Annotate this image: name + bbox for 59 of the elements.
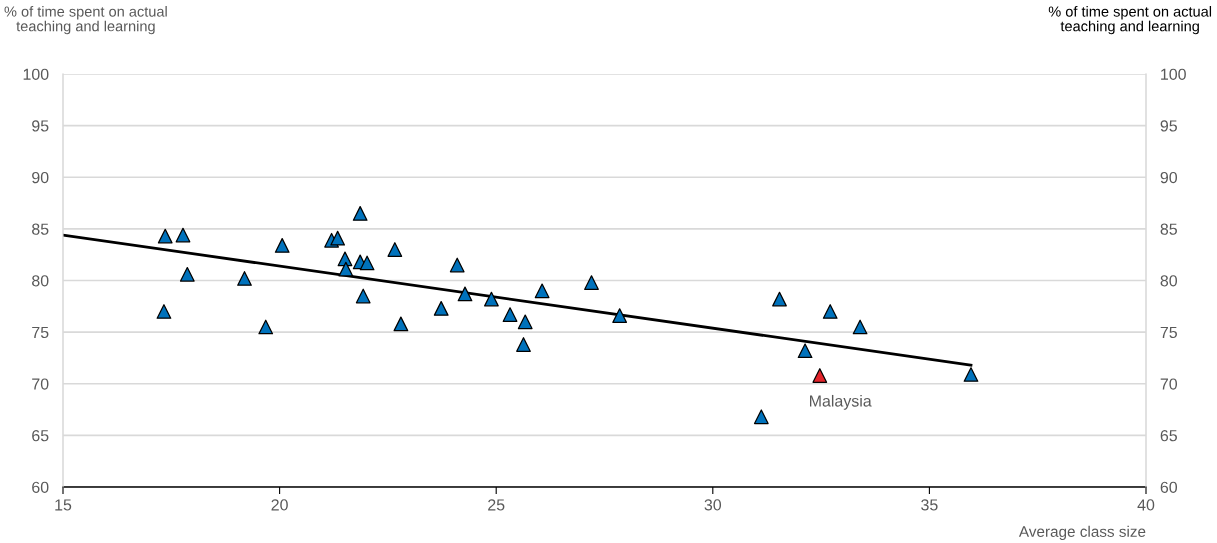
point bbox=[772, 291, 787, 307]
y2-axis-title: % of time spent on actual teaching and learning bbox=[1048, 6, 1212, 35]
point bbox=[534, 283, 550, 299]
y2-tick-label: 100 bbox=[1161, 68, 1186, 80]
point bbox=[852, 319, 868, 335]
y-tick-label: 85 bbox=[32, 223, 49, 235]
y-tick-label: 100 bbox=[23, 68, 49, 80]
point bbox=[753, 409, 769, 425]
point bbox=[433, 300, 449, 316]
point bbox=[258, 319, 274, 335]
point bbox=[330, 230, 346, 246]
y2-tick-label: 80 bbox=[1160, 275, 1178, 287]
point bbox=[352, 205, 368, 221]
point bbox=[237, 271, 252, 286]
point bbox=[797, 343, 813, 359]
annotation: Malaysia bbox=[810, 394, 872, 410]
y-tick-label: 60 bbox=[32, 481, 49, 493]
x-tick-label: 20 bbox=[271, 499, 288, 511]
point bbox=[457, 286, 473, 302]
point bbox=[502, 307, 518, 322]
y2-tick-label: 90 bbox=[1160, 171, 1178, 184]
point bbox=[612, 308, 628, 323]
point bbox=[175, 227, 191, 243]
y2-tick-label: 70 bbox=[1160, 378, 1178, 390]
point bbox=[338, 261, 354, 277]
y2-tick-label: 65 bbox=[1160, 430, 1177, 442]
point bbox=[355, 288, 371, 304]
point bbox=[179, 266, 195, 282]
point bbox=[517, 314, 533, 330]
point bbox=[359, 255, 375, 271]
y-tick-label: 65 bbox=[32, 430, 49, 442]
y2-tick-label: 85 bbox=[1160, 223, 1177, 235]
x-tick-label: 15 bbox=[55, 499, 72, 511]
point bbox=[516, 337, 531, 352]
point bbox=[963, 367, 979, 382]
point bbox=[393, 316, 409, 332]
point bbox=[812, 368, 828, 383]
point bbox=[449, 257, 465, 273]
point bbox=[274, 238, 290, 253]
x-tick-label: 35 bbox=[921, 499, 938, 511]
x-tick-label: 25 bbox=[488, 499, 505, 511]
x-tick-label: 30 bbox=[704, 499, 722, 511]
point bbox=[822, 304, 838, 319]
x-axis-title: Average class size bbox=[1018, 525, 1146, 540]
y2-tick-label: 60 bbox=[1160, 481, 1178, 493]
y-tick-label: 95 bbox=[32, 120, 49, 132]
y-axis-title: % of time spent on actual teaching and learning bbox=[4, 6, 167, 35]
point bbox=[387, 242, 403, 257]
y2-tick-label: 95 bbox=[1160, 120, 1177, 132]
point bbox=[584, 275, 599, 290]
y-tick-label: 80 bbox=[32, 275, 49, 287]
y-tick-label: 90 bbox=[32, 171, 49, 184]
point bbox=[484, 291, 499, 307]
point bbox=[157, 228, 173, 244]
y-tick-label: 70 bbox=[32, 378, 49, 390]
x-tick-label: 40 bbox=[1137, 499, 1155, 511]
y-tick-label: 75 bbox=[32, 326, 49, 339]
point bbox=[156, 304, 172, 319]
y2-tick-label: 75 bbox=[1160, 326, 1177, 339]
